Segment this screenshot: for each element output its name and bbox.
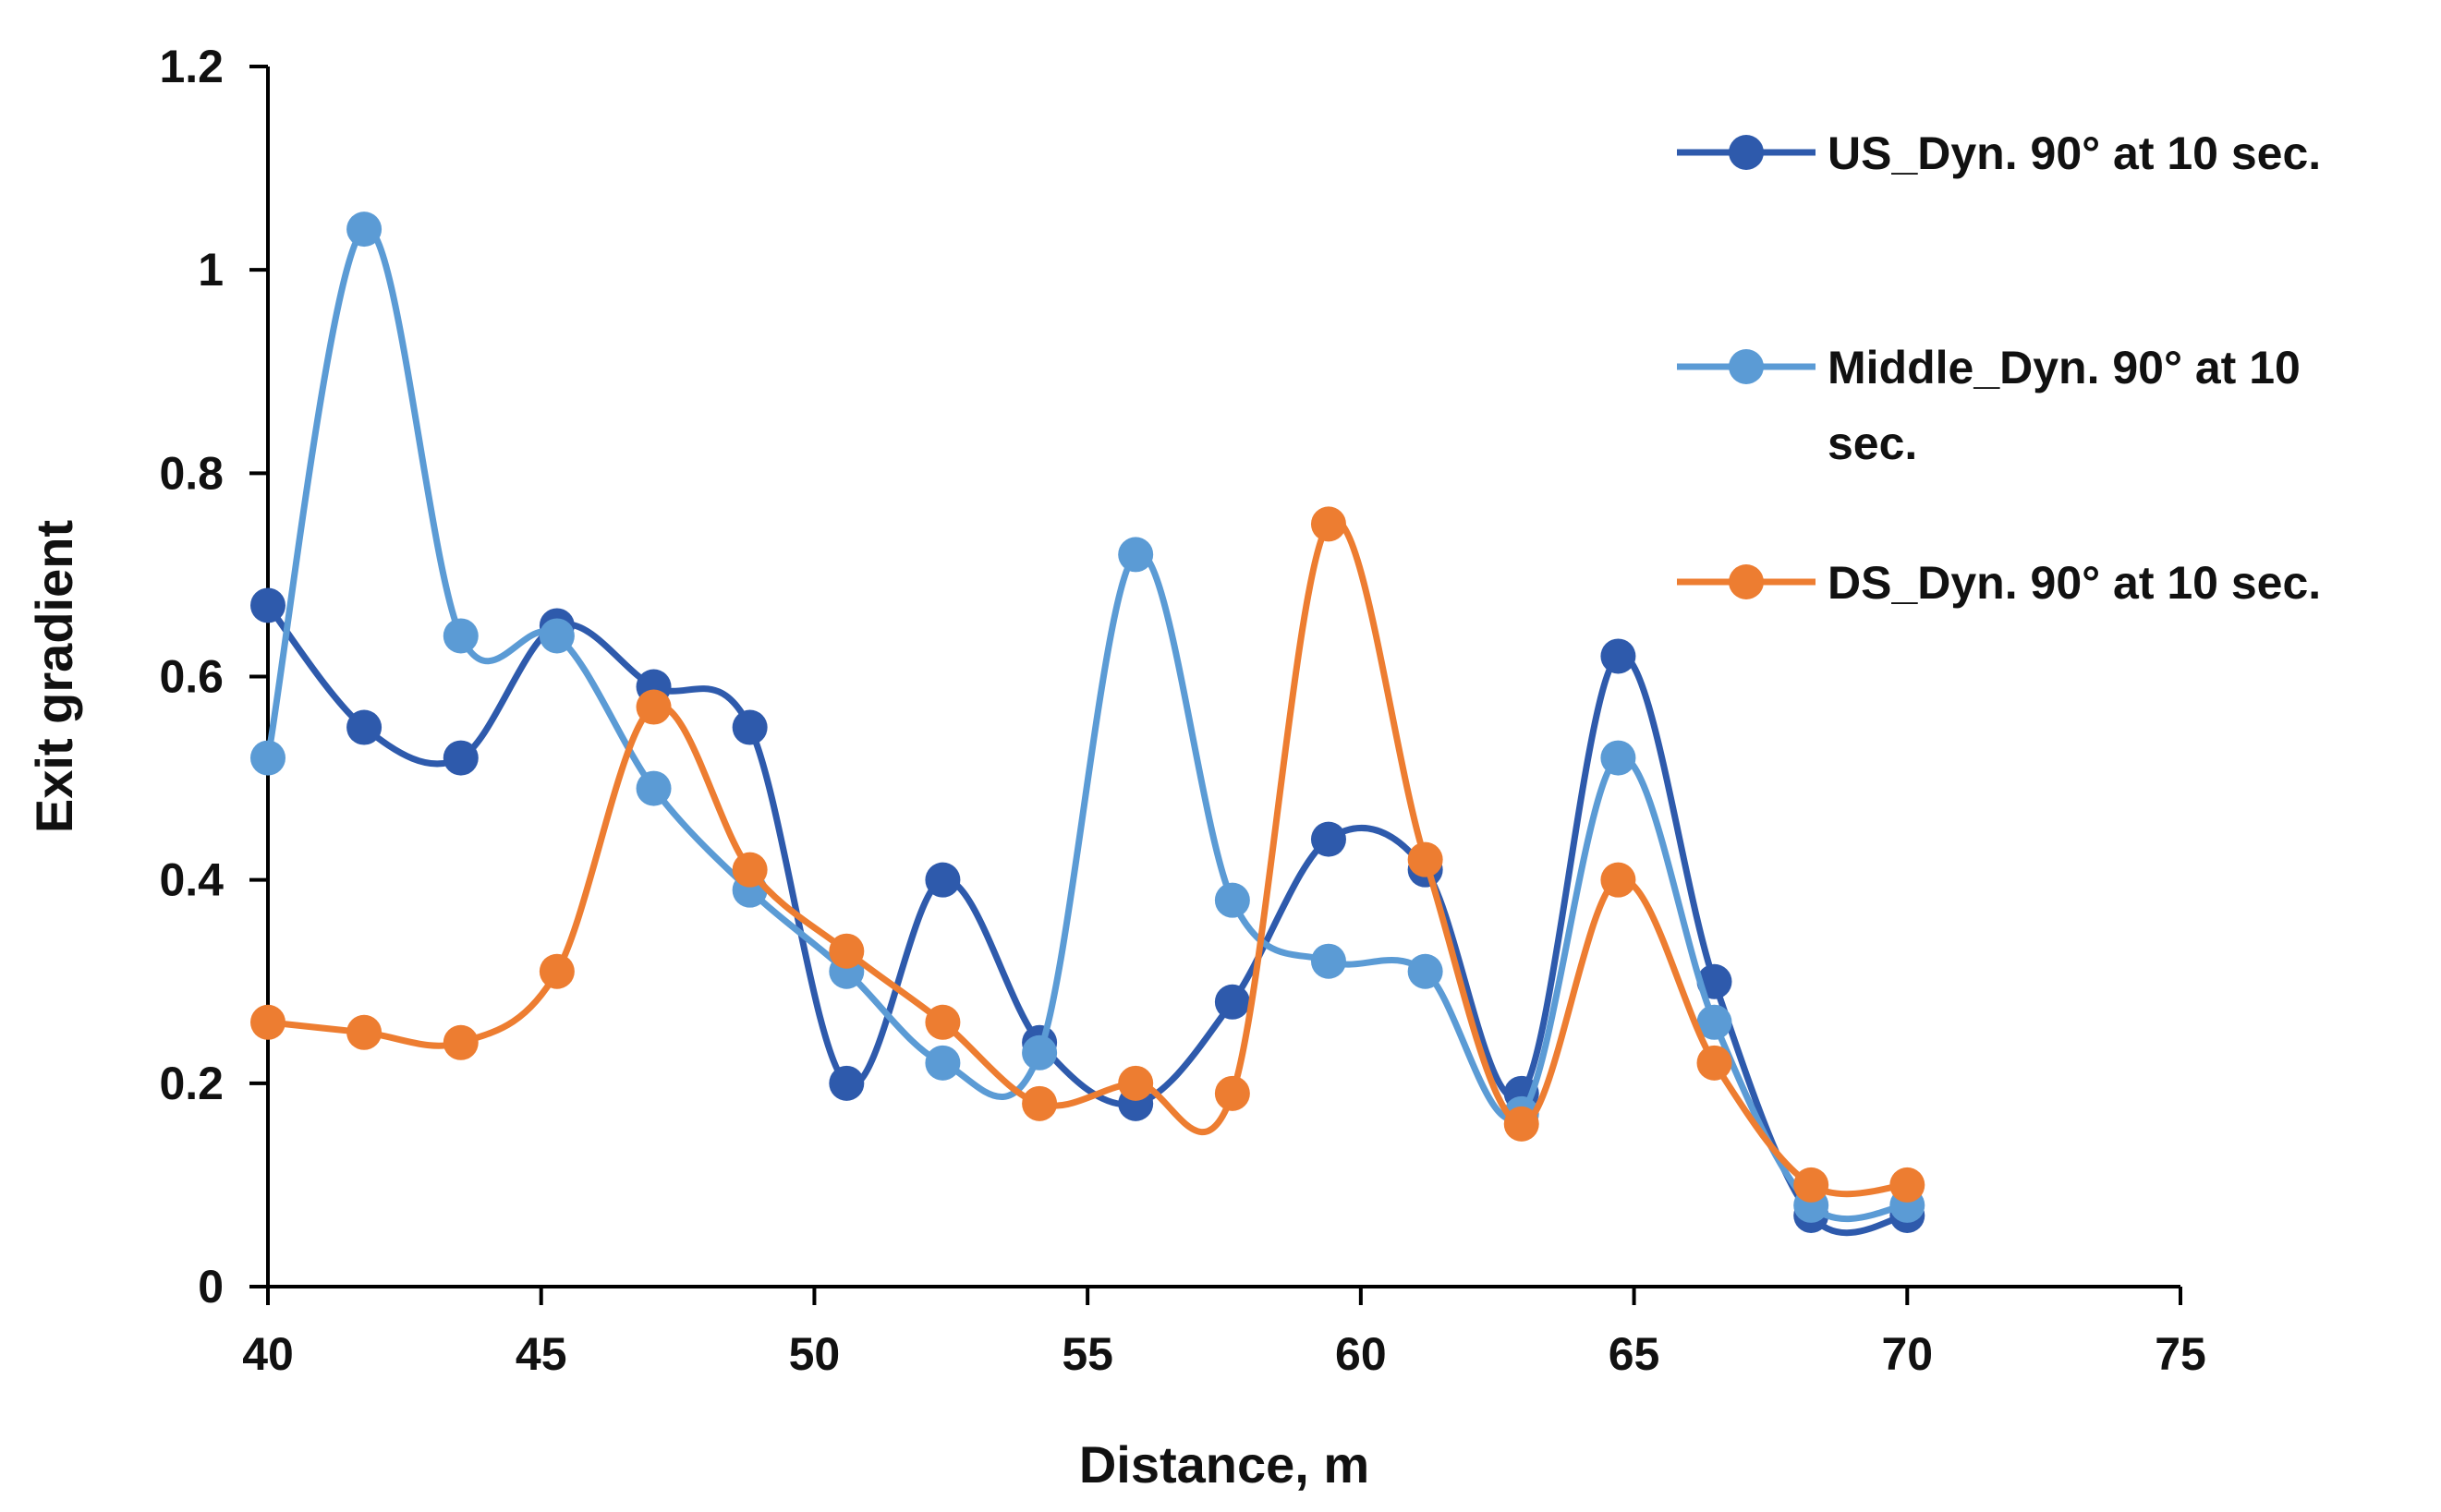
x-tick-label: 50 — [789, 1328, 841, 1380]
y-tick-label: 1.2 — [159, 41, 224, 92]
data-point — [1503, 1106, 1539, 1142]
x-tick-label: 45 — [516, 1328, 567, 1380]
x-tick-label: 60 — [1335, 1328, 1387, 1380]
data-point — [1407, 953, 1443, 989]
legend-swatch-marker — [1729, 135, 1764, 170]
x-tick-label: 55 — [1062, 1328, 1113, 1380]
data-point — [1600, 740, 1636, 776]
data-point — [732, 709, 768, 745]
x-tick-label: 75 — [2155, 1328, 2206, 1380]
series-2 — [250, 212, 1925, 1223]
data-point — [1793, 1167, 1829, 1203]
series-line — [264, 601, 1911, 1237]
series-1 — [250, 587, 1925, 1237]
y-tick-label: 0.6 — [159, 651, 224, 703]
y-tick-label: 1 — [198, 244, 224, 296]
x-axis-title: Distance, m — [1079, 1435, 1369, 1494]
data-point — [539, 618, 575, 654]
data-point — [1696, 1004, 1732, 1040]
data-point — [443, 1024, 479, 1060]
data-point — [346, 212, 383, 248]
data-point — [539, 953, 575, 989]
data-point — [1696, 1045, 1732, 1081]
legend-swatch-marker — [1729, 349, 1764, 384]
data-point — [1214, 984, 1250, 1020]
data-point — [1889, 1167, 1925, 1203]
x-tick-label: 40 — [242, 1328, 294, 1380]
data-point — [925, 1045, 961, 1081]
data-point — [1022, 1085, 1058, 1121]
y-tick-label: 0.8 — [159, 447, 224, 499]
data-point — [443, 740, 479, 776]
data-point — [636, 689, 672, 725]
legend-swatch-marker — [1729, 564, 1764, 599]
data-point — [732, 852, 768, 888]
data-point — [1118, 1065, 1154, 1101]
series-3 — [250, 506, 1925, 1203]
legend-label: US_Dyn. 90° at 10 sec. — [1828, 127, 2321, 179]
legend-label: sec. — [1828, 417, 1917, 469]
x-tick-label: 70 — [1881, 1328, 1933, 1380]
data-point — [829, 933, 865, 969]
data-point — [1407, 841, 1443, 877]
x-tick-label: 65 — [1609, 1328, 1660, 1380]
legend-entry-1: US_Dyn. 90° at 10 sec. — [1677, 127, 2321, 179]
data-point — [925, 1004, 961, 1040]
y-tick-label: 0.4 — [159, 854, 224, 906]
data-point — [443, 618, 479, 654]
data-point — [1310, 506, 1346, 542]
data-point — [829, 1065, 865, 1101]
legend-label: Middle_Dyn. 90° at 10 — [1828, 342, 2301, 393]
data-point — [250, 587, 285, 623]
data-point — [925, 862, 961, 898]
data-point — [346, 709, 383, 745]
legend-entry-2: Middle_Dyn. 90° at 10 sec. — [1677, 342, 2301, 469]
data-point — [1022, 1034, 1058, 1070]
y-tick-label: 0 — [198, 1261, 224, 1312]
data-point — [1310, 943, 1346, 979]
data-point — [1214, 882, 1250, 918]
data-point — [1214, 1075, 1250, 1111]
data-point — [346, 1014, 383, 1050]
data-point — [250, 1004, 285, 1040]
legend-entry-3: DS_Dyn. 90° at 10 sec. — [1677, 557, 2321, 609]
data-point — [636, 770, 672, 806]
data-point — [250, 740, 285, 776]
data-point — [1600, 638, 1636, 674]
data-point — [1310, 821, 1346, 857]
series-line — [264, 225, 1911, 1223]
y-axis-title: Exit gradient — [25, 520, 83, 833]
y-tick-label: 0.2 — [159, 1058, 224, 1109]
legend-label: DS_Dyn. 90° at 10 sec. — [1828, 557, 2321, 609]
data-point — [1600, 862, 1636, 898]
data-point — [1118, 537, 1154, 573]
